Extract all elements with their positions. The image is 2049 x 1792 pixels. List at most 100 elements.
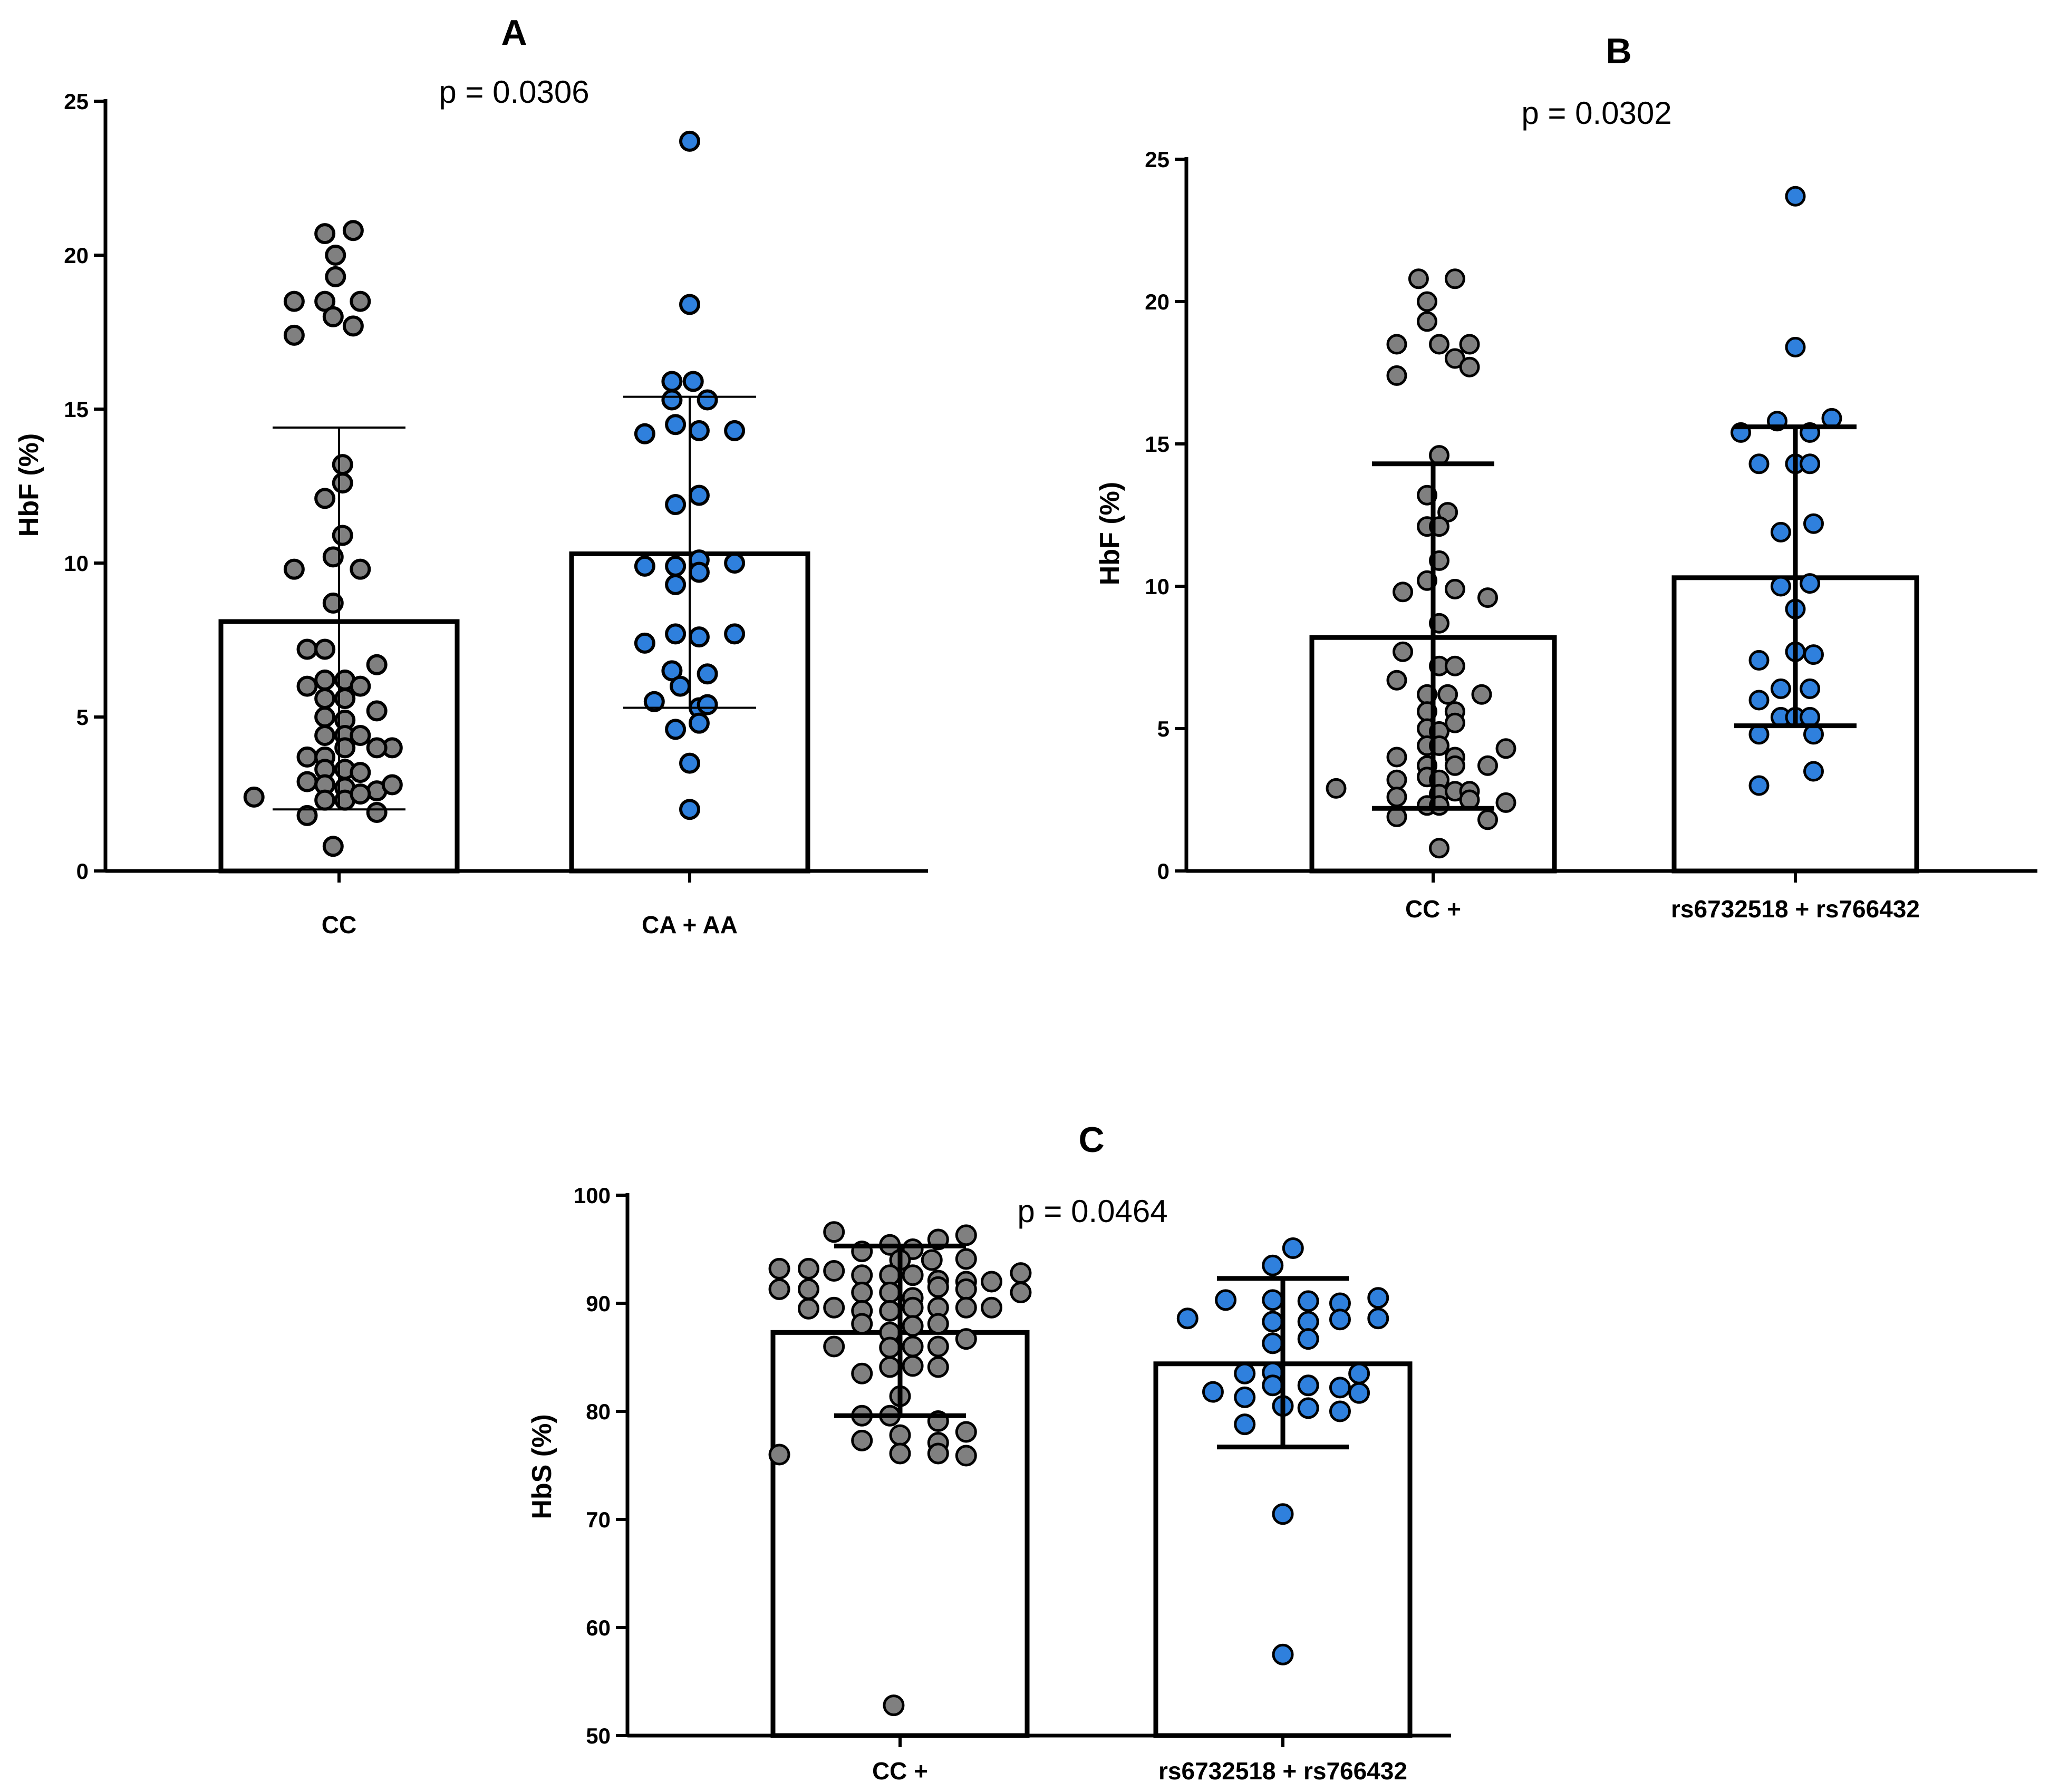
data-point (332, 454, 353, 476)
y-tick-label: 70 (586, 1507, 611, 1532)
data-point (342, 220, 364, 241)
data-point (697, 694, 718, 715)
data-point (1748, 690, 1770, 711)
data-point (1262, 1332, 1284, 1354)
data-point (902, 1264, 924, 1286)
data-point (927, 1356, 949, 1378)
data-point (1429, 334, 1449, 355)
data-point (797, 1257, 819, 1280)
data-point (1234, 1386, 1256, 1408)
panel-title: A (501, 13, 527, 53)
data-point (1386, 365, 1407, 386)
data-point (851, 1313, 873, 1335)
data-point (902, 1315, 924, 1337)
data-point (1495, 792, 1516, 813)
data-point (955, 1248, 977, 1270)
data-point (366, 700, 388, 722)
data-point (1234, 1362, 1256, 1384)
data-point (1459, 356, 1480, 377)
y-tick-label: 5 (1157, 716, 1170, 741)
data-point (1386, 747, 1407, 768)
data-point (1297, 1290, 1319, 1312)
data-point (679, 752, 700, 774)
data-point (1262, 1311, 1284, 1333)
x-category-label: CC (322, 911, 356, 938)
data-point (1393, 641, 1413, 662)
data-point (679, 294, 700, 315)
data-point (1444, 268, 1465, 289)
data-point (724, 553, 746, 574)
data-point (314, 789, 336, 811)
data-point (1477, 755, 1498, 776)
data-point (296, 675, 318, 697)
data-point (1477, 809, 1498, 830)
data-point (1417, 311, 1437, 332)
data-point (634, 423, 655, 444)
data-point (314, 669, 336, 691)
data-point (679, 130, 700, 152)
data-point (823, 1260, 845, 1282)
data-point (1748, 650, 1770, 671)
data-point (921, 1249, 943, 1271)
y-tick-label: 90 (586, 1291, 611, 1316)
chart-panel-b: Bp = 0.0302 HbF (%) 0 5 10 15 20 25 CC + rs673251… (1095, 31, 2037, 923)
data-point (927, 1442, 949, 1465)
data-point (851, 1429, 873, 1451)
data-point (322, 546, 344, 568)
data-point (334, 687, 356, 709)
data-point (283, 290, 305, 312)
data-point (1272, 1643, 1294, 1665)
data-point (366, 802, 388, 824)
data-point (296, 746, 318, 768)
data-point (1471, 684, 1492, 705)
data-point (981, 1296, 1003, 1319)
data-point (879, 1356, 901, 1378)
data-point (768, 1444, 790, 1466)
chart-panel-c: Cp = 0.0464 HbS (%) 50 60 70 80 90 100 CC + rs673… (527, 1120, 1451, 1785)
data-point (1272, 1503, 1294, 1525)
data-point (665, 555, 687, 577)
data-point (1770, 576, 1791, 597)
data-point (1262, 1374, 1284, 1397)
data-point (296, 638, 318, 660)
data-point (1262, 1254, 1284, 1276)
data-point (682, 371, 704, 392)
data-point (296, 805, 318, 826)
data-point (350, 783, 371, 805)
y-tick-label: 60 (586, 1615, 611, 1640)
data-point (823, 1335, 845, 1358)
data-point (665, 623, 687, 645)
data-point (724, 623, 746, 645)
data-point (1803, 644, 1824, 665)
data-point (955, 1224, 977, 1246)
data-point (902, 1355, 924, 1377)
data-point (350, 675, 371, 697)
chart-panel-a: Ap = 0.0306 HbF (%) 0 5 10 15 20 25 CC CA + AA (14, 13, 928, 938)
data-point (955, 1278, 977, 1300)
data-point (981, 1271, 1003, 1293)
data-point (1297, 1328, 1319, 1350)
x-category-label: rs6732518 + rs766432 (1671, 895, 1920, 923)
y-tick-label: 15 (64, 397, 89, 422)
data-point (927, 1276, 949, 1298)
data-point (883, 1694, 905, 1717)
data-point (889, 1442, 911, 1465)
data-point (350, 558, 371, 580)
p-value-label: p = 0.0464 (1017, 1194, 1167, 1229)
data-point (665, 414, 687, 435)
data-point (927, 1335, 949, 1358)
y-tick-label: 20 (1145, 289, 1170, 314)
data-point (1326, 778, 1347, 799)
data-point (283, 558, 305, 580)
data-point (670, 675, 691, 697)
p-value-label: p = 0.0306 (439, 74, 589, 110)
data-point (634, 632, 655, 654)
data-point (1386, 787, 1407, 808)
data-point (879, 1336, 901, 1359)
data-point (1785, 186, 1806, 207)
x-category-label: CC + (872, 1757, 928, 1785)
data-point (332, 525, 353, 546)
data-point (823, 1221, 845, 1243)
data-point (955, 1445, 977, 1467)
p-value-label: p = 0.0302 (1521, 95, 1671, 131)
